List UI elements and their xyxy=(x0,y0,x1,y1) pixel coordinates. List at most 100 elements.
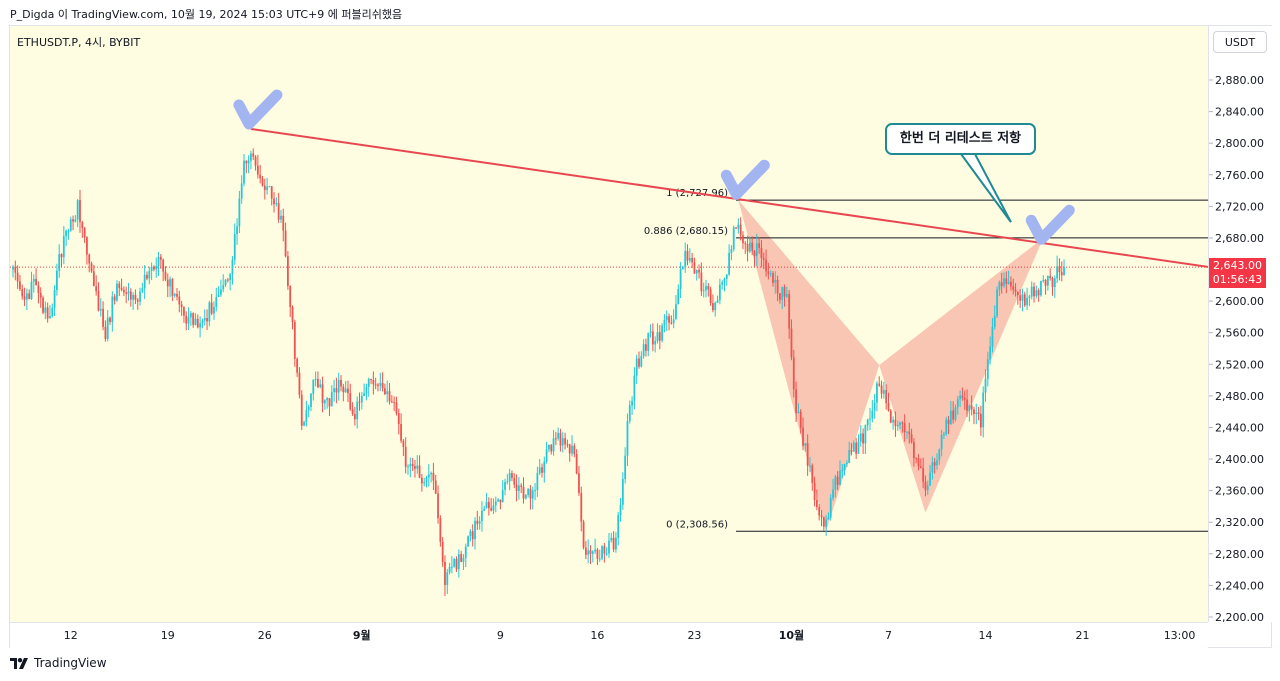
candle-body xyxy=(367,378,370,387)
candle-body xyxy=(785,293,788,297)
candle xyxy=(478,516,481,530)
candle xyxy=(312,379,315,401)
price-tick-label: 2,200.00 xyxy=(1215,611,1264,622)
candle-body xyxy=(282,215,285,231)
candle-body xyxy=(1033,286,1035,297)
candle xyxy=(707,283,710,297)
candle xyxy=(254,155,257,171)
candle-body xyxy=(300,394,303,426)
candle-body xyxy=(270,186,273,199)
candle-body xyxy=(425,477,428,483)
candle xyxy=(640,351,643,368)
candle xyxy=(638,351,640,369)
candle xyxy=(132,292,135,310)
candle-body xyxy=(700,272,703,292)
candle xyxy=(917,454,920,471)
candle xyxy=(1028,294,1031,307)
candle-body xyxy=(781,286,784,300)
candles xyxy=(12,148,1065,596)
candle xyxy=(397,408,400,435)
currency-button[interactable]: USDT xyxy=(1213,31,1267,53)
candle xyxy=(189,311,192,326)
check-icon xyxy=(233,89,283,130)
time-tick-label: 13:00 xyxy=(1164,629,1196,642)
candle-body xyxy=(305,410,308,422)
resistance-trendline[interactable] xyxy=(250,127,1208,268)
price-tick-label: 2,360.00 xyxy=(1215,485,1264,498)
candle-body xyxy=(1035,290,1038,297)
candle xyxy=(252,148,255,160)
fib-level-label: 0 (2,308.56) xyxy=(666,519,728,530)
symbol-label[interactable]: ETHUSDT.P, 4시, BYBIT xyxy=(17,36,141,49)
candle xyxy=(455,556,458,572)
candle-body xyxy=(21,289,24,297)
candle xyxy=(12,264,14,278)
candle-body xyxy=(836,476,839,485)
chart-plot-area[interactable]: 1 (2,727.96)0.886 (2,680.15)0 (2,308.56) xyxy=(10,26,1208,622)
candle xyxy=(296,357,299,377)
price-axis[interactable]: 2,200.00 2,240.00 2,280.00 2,320.00 2,360.00… xyxy=(1208,26,1272,624)
candle-body xyxy=(617,515,620,538)
candle xyxy=(1003,272,1005,288)
candle xyxy=(658,325,661,350)
candle xyxy=(19,274,21,291)
candle xyxy=(809,456,811,472)
candle-body xyxy=(790,328,793,358)
candle xyxy=(615,532,617,553)
candle xyxy=(171,277,174,302)
candle xyxy=(148,266,151,285)
candle xyxy=(504,478,506,496)
candle xyxy=(885,384,888,410)
candle xyxy=(1044,278,1047,295)
candle-body xyxy=(67,230,70,232)
candle-body xyxy=(896,424,899,427)
candle xyxy=(772,271,774,287)
candle-body xyxy=(14,266,17,273)
candle xyxy=(35,268,37,286)
candle xyxy=(566,439,569,448)
candle xyxy=(564,432,566,450)
candle xyxy=(37,281,40,304)
footer-brand[interactable]: TradingView xyxy=(10,656,107,670)
candle xyxy=(776,275,779,302)
candle xyxy=(418,455,421,479)
candle xyxy=(268,185,271,188)
candle xyxy=(760,240,763,268)
candle-body xyxy=(1056,266,1059,279)
price-tick-label: 2,760.00 xyxy=(1215,169,1264,182)
candle-body xyxy=(568,444,571,454)
chart-svg[interactable]: 1 (2,727.96)0.886 (2,680.15)0 (2,308.56) xyxy=(10,26,1208,622)
candle xyxy=(222,274,225,293)
annotation-callout[interactable]: 한번 더 리테스트 저항 xyxy=(885,123,1036,155)
candle xyxy=(795,381,797,423)
candle-body xyxy=(548,444,550,450)
candle-body xyxy=(298,372,301,395)
candle xyxy=(275,197,278,207)
candle xyxy=(645,338,647,357)
candle-body xyxy=(340,379,342,387)
candle-body xyxy=(947,419,950,425)
candle xyxy=(575,449,578,475)
candle-body xyxy=(564,438,566,445)
candle xyxy=(273,192,275,213)
candle-body xyxy=(157,256,160,266)
candle xyxy=(53,285,56,317)
candle-body xyxy=(723,278,726,283)
candle-body xyxy=(913,442,915,459)
candle xyxy=(723,277,726,292)
candle xyxy=(92,264,95,287)
candle xyxy=(150,262,153,281)
candle xyxy=(663,314,666,333)
candle-body xyxy=(349,393,352,410)
candle xyxy=(319,379,322,389)
candle xyxy=(940,429,943,457)
candle xyxy=(116,280,118,302)
candle xyxy=(372,371,375,395)
candle xyxy=(390,395,393,403)
candle xyxy=(448,562,451,575)
candle xyxy=(159,253,162,269)
candle-body xyxy=(286,256,289,286)
candle-body xyxy=(695,269,698,274)
candle-body xyxy=(501,489,504,503)
